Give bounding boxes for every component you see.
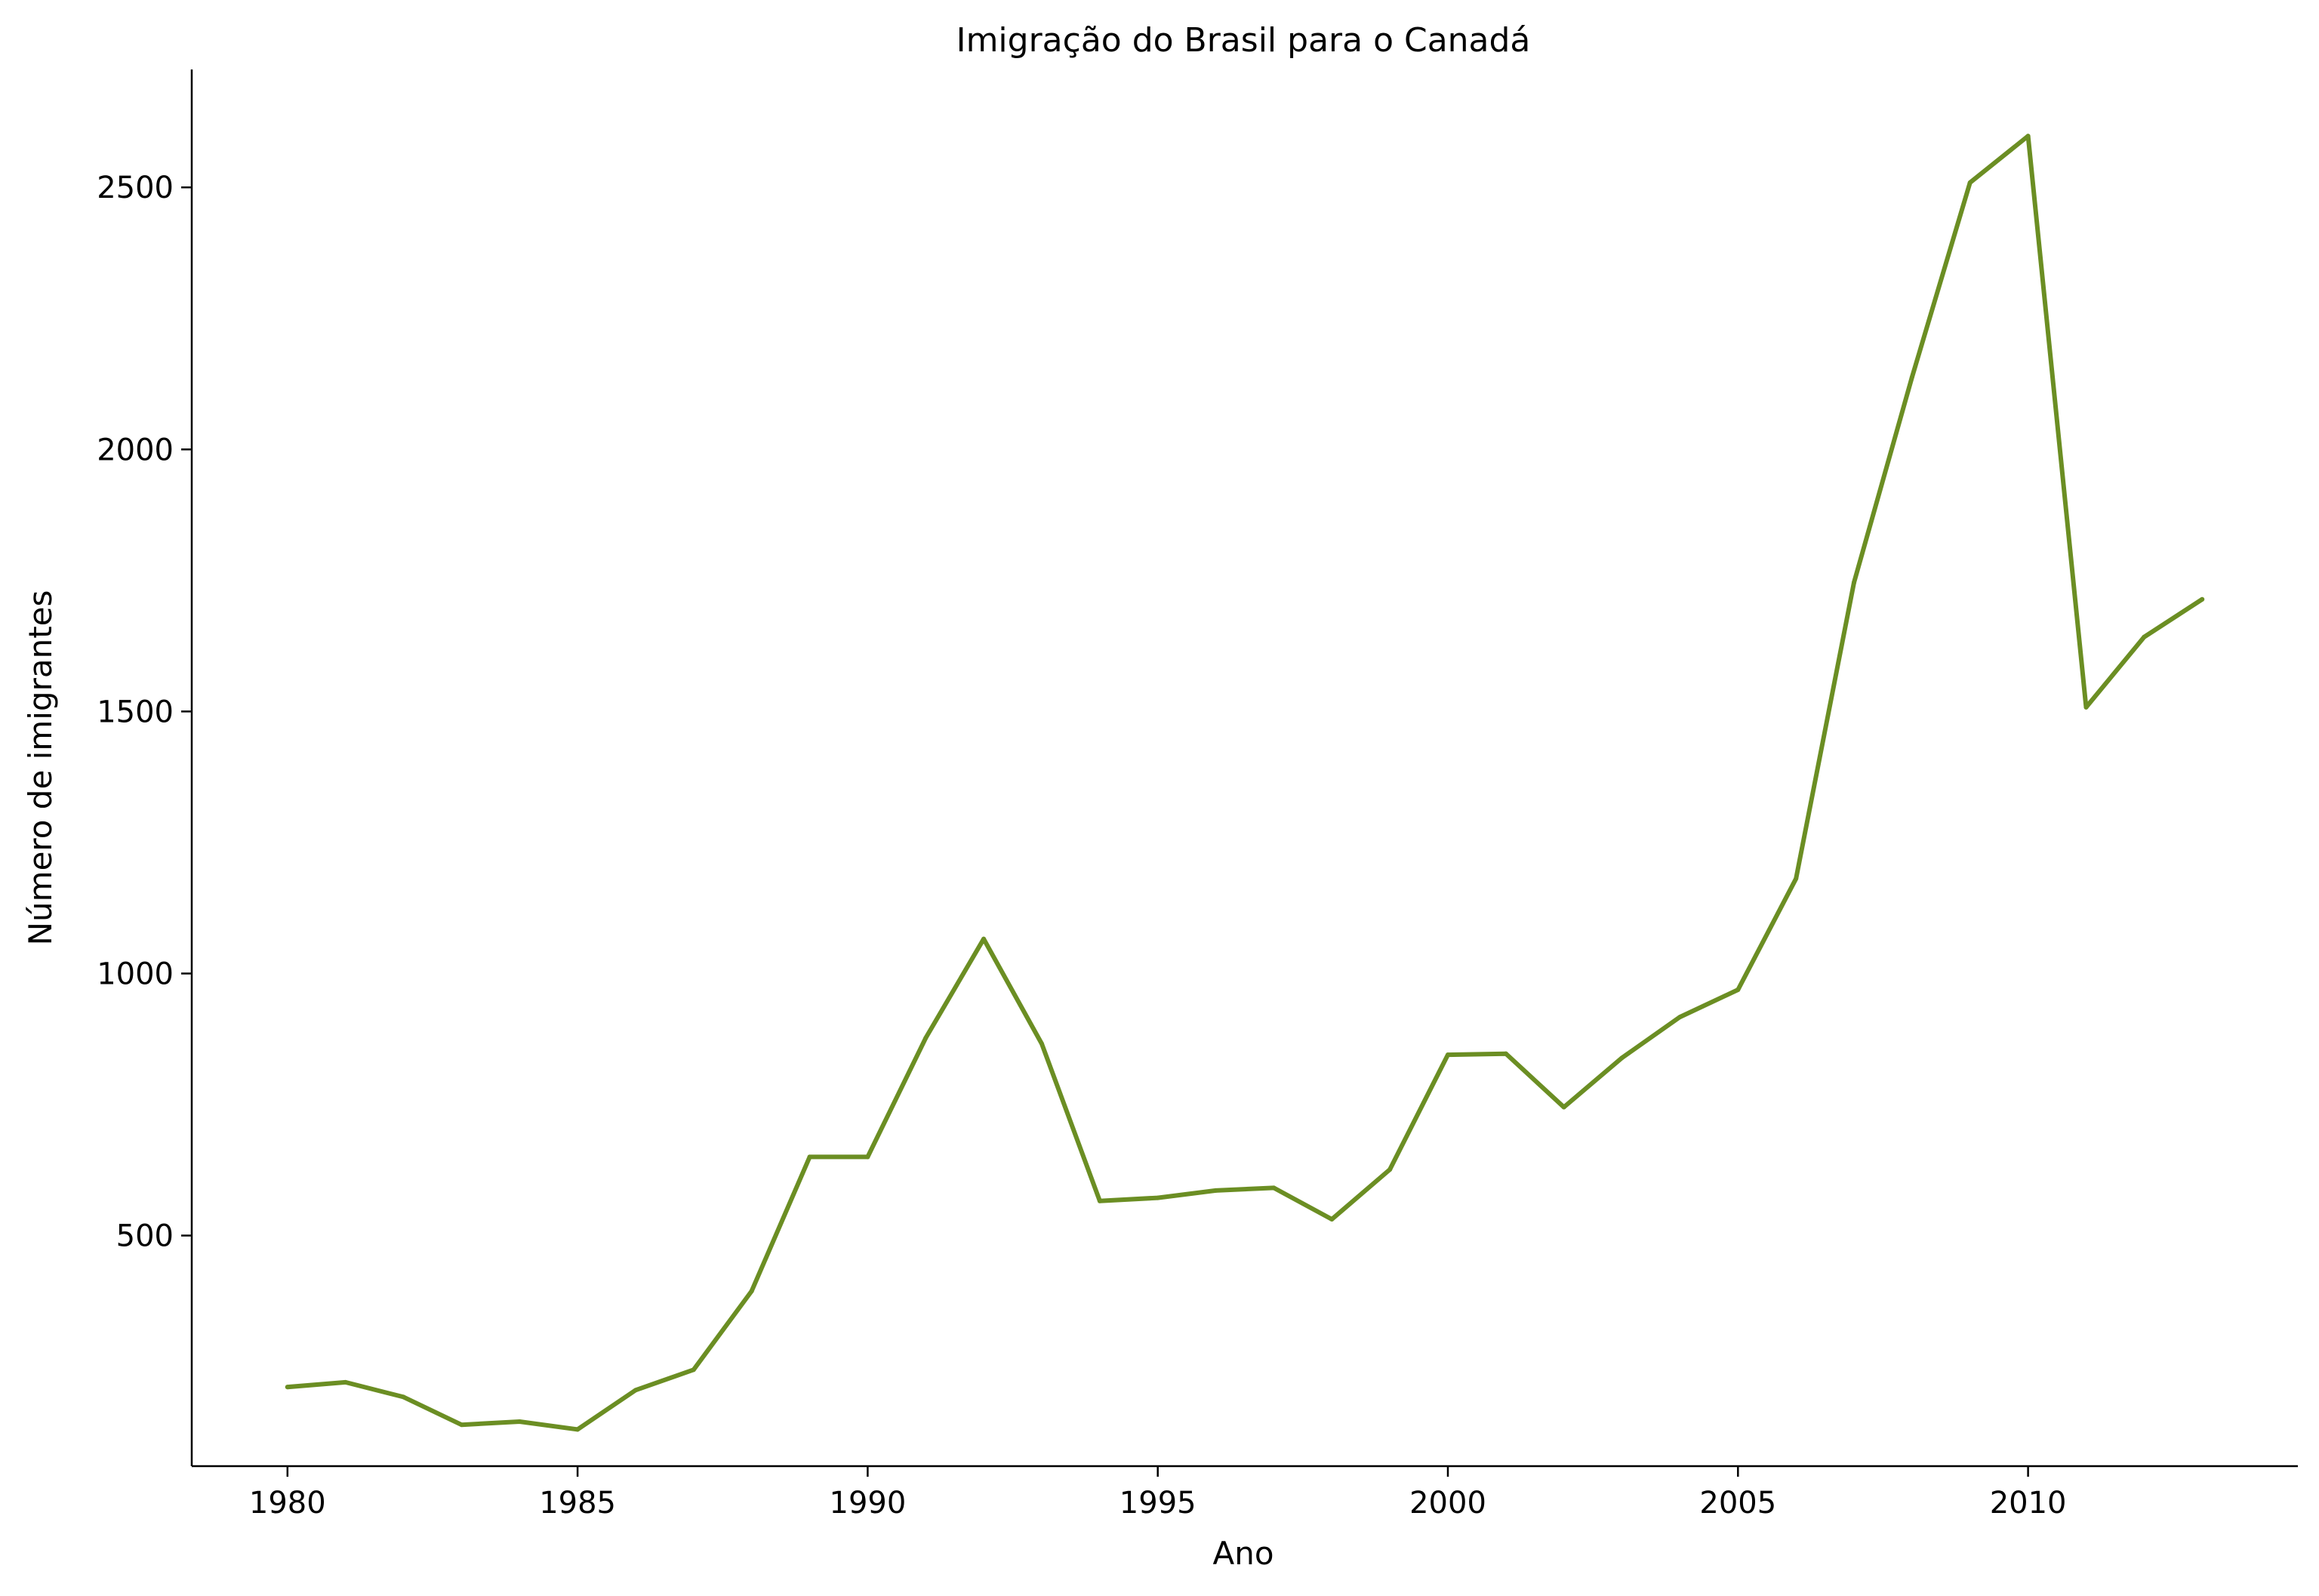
data-point: [343, 1379, 348, 1385]
data-point: [1794, 876, 1799, 881]
data-point: [981, 936, 987, 941]
x-tick-label: 1995: [1119, 1486, 1196, 1521]
x-tick-label: 1990: [830, 1486, 907, 1521]
data-point: [1446, 1052, 1451, 1058]
y-tick-label: 2000: [97, 433, 174, 467]
data-point: [401, 1394, 406, 1400]
chart-title: Imigração do Brasil para o Canadá: [956, 21, 1531, 60]
plot-area: 1980 1985 1990 1995 2000 2005 2010 500 1000 1500…: [97, 69, 2298, 1521]
y-ticks: 500 1000 1500 2000 2500: [97, 171, 192, 1254]
data-point: [865, 1154, 870, 1160]
data-point: [1619, 1055, 1625, 1061]
data-point: [2083, 704, 2089, 710]
x-axis-label: Ano: [1212, 1535, 1273, 1572]
data-point: [691, 1367, 696, 1373]
data-point: [1735, 987, 1741, 992]
data-point: [1213, 1188, 1218, 1193]
y-axis-label: Número de imigrantes: [22, 590, 59, 946]
x-tick-label: 2000: [1409, 1486, 1486, 1521]
data-point: [1503, 1051, 1508, 1056]
x-tick-label: 1985: [539, 1486, 616, 1521]
data-point: [1271, 1185, 1277, 1191]
data-point: [459, 1422, 464, 1428]
series-line: [285, 134, 2205, 1432]
data-point: [1155, 1195, 1160, 1200]
data-point: [923, 1035, 929, 1040]
data-point: [1039, 1041, 1044, 1046]
x-tick-label: 2005: [1699, 1486, 1776, 1521]
data-point: [1677, 1015, 1683, 1020]
data-point: [1561, 1105, 1566, 1110]
data-point: [2200, 596, 2205, 602]
data-point: [1097, 1198, 1102, 1203]
data-point: [807, 1154, 812, 1160]
data-point: [749, 1289, 754, 1294]
data-point: [1909, 374, 1914, 380]
data-point: [517, 1419, 522, 1424]
x-tick-label: 1980: [249, 1486, 326, 1521]
x-tick-label: 2010: [1990, 1486, 2067, 1521]
y-tick-label: 500: [116, 1219, 174, 1254]
series-points: [285, 134, 2205, 1432]
y-tick-label: 2500: [97, 171, 174, 205]
data-point: [1967, 180, 1973, 185]
data-point: [285, 1385, 290, 1390]
data-point: [1852, 580, 1857, 585]
y-tick-label: 1000: [97, 957, 174, 991]
x-ticks: 1980 1985 1990 1995 2000 2005 2010: [249, 1466, 2067, 1521]
data-point: [1387, 1167, 1393, 1172]
data-point: [1329, 1217, 1335, 1222]
data-point: [2142, 634, 2147, 639]
data-point: [633, 1388, 638, 1393]
y-tick-label: 1500: [97, 695, 174, 729]
data-point: [2025, 134, 2031, 139]
data-point: [575, 1427, 581, 1432]
